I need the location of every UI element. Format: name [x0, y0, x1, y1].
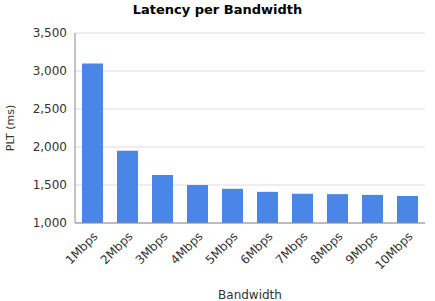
svg-text:1Mbps: 1Mbps	[63, 229, 101, 267]
svg-text:7Mbps: 7Mbps	[273, 229, 311, 267]
svg-text:Bandwidth: Bandwidth	[218, 288, 282, 301]
svg-text:9Mbps: 9Mbps	[342, 229, 381, 268]
svg-text:10Mbps: 10Mbps	[372, 229, 415, 272]
svg-text:PLT (ms): PLT (ms)	[8, 105, 17, 152]
svg-text:1,000: 1,000	[33, 216, 67, 230]
html-text:Latency per Bandwidth: Latency per Bandwidth	[132, 2, 303, 17]
svg-text:3Mbps: 3Mbps	[133, 229, 171, 267]
svg-text:5Mbps: 5Mbps	[203, 229, 241, 267]
svg-text:3,500: 3,500	[33, 26, 67, 40]
svg-text:6Mbps: 6Mbps	[238, 229, 276, 267]
svg-text:2,000: 2,000	[33, 140, 67, 154]
svg-text:2,500: 2,500	[33, 102, 67, 116]
svg-text:4Mbps: 4Mbps	[168, 229, 206, 267]
svg-text:1,500: 1,500	[33, 178, 67, 192]
svg-text:8Mbps: 8Mbps	[308, 229, 346, 267]
svg-text:2Mbps: 2Mbps	[98, 229, 136, 267]
svg-text:3,000: 3,000	[33, 64, 67, 78]
